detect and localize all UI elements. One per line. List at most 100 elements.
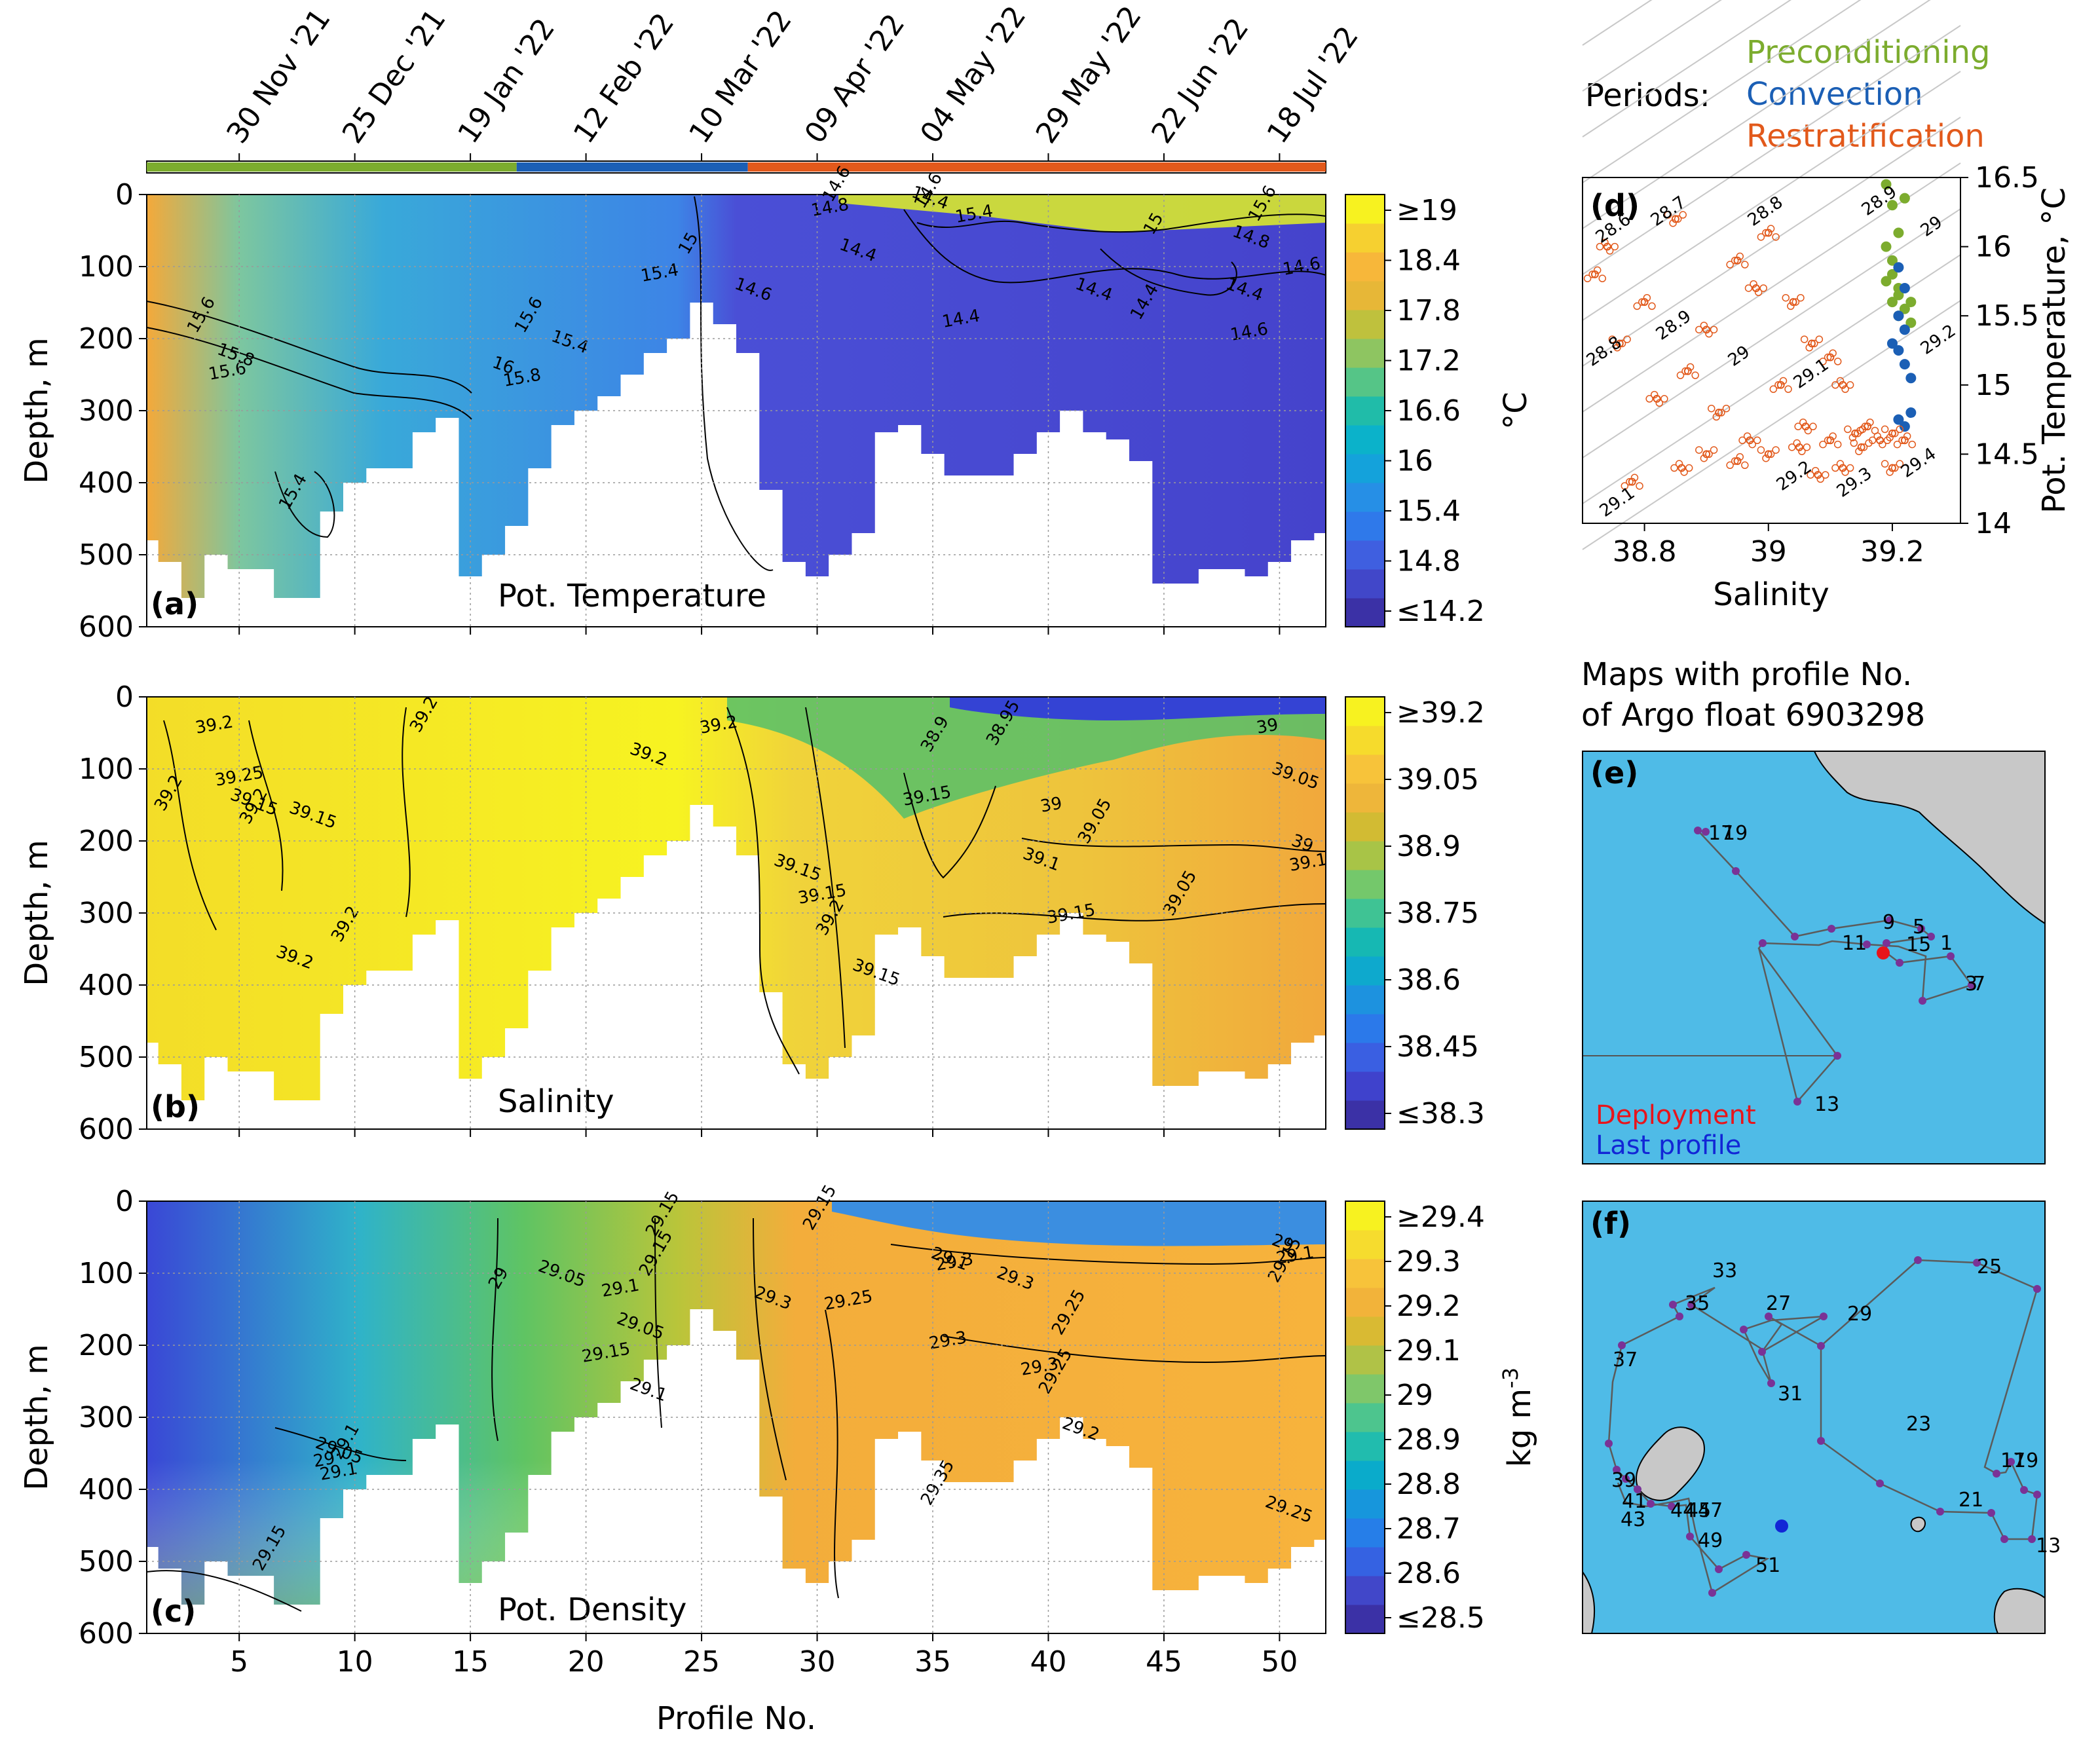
ts-point-restratification — [1807, 339, 1816, 348]
profile-label: 19 — [2014, 1449, 2038, 1472]
ts-point-restratification — [1757, 446, 1765, 454]
ts-point-restratification — [1670, 464, 1678, 472]
colorbar-segment — [1345, 339, 1385, 368]
ts-point-restratification — [1836, 460, 1845, 468]
ts-point-restratification — [1681, 367, 1689, 375]
colorbar-tick-label: ≥39.2 — [1397, 696, 1485, 730]
ts-point-restratification — [1712, 413, 1721, 421]
y-tick-label: 300 — [79, 897, 134, 930]
ts-point-restratification — [1824, 436, 1832, 445]
ts-point-restratification — [1769, 385, 1778, 393]
isopycnal-line — [1582, 0, 1862, 183]
isopycnal-line — [1582, 0, 1653, 46]
ts-point-convection — [1893, 345, 1904, 356]
panel-c-title: Pot. Density — [498, 1592, 686, 1628]
panel-c-letter: (c) — [151, 1593, 196, 1629]
ts-point-restratification — [1621, 482, 1629, 490]
period-segment — [516, 162, 748, 172]
y-tick-label: 14 — [1975, 507, 2012, 540]
colorbar-tick-label: ≤28.5 — [1397, 1601, 1485, 1635]
profile-label: 13 — [1814, 1093, 1839, 1116]
panel-a-field: 15.615.815.615.41615.815.615.415.41514.6… — [146, 162, 1326, 627]
profile-label: 9 — [1883, 911, 1895, 934]
isopycnal-line — [1582, 117, 1961, 367]
ts-point-convection — [1893, 414, 1904, 425]
profile-label: 49 — [1698, 1529, 1723, 1552]
colorbar-segment — [1345, 569, 1385, 599]
ts-point-restratification — [1888, 464, 1896, 472]
y-tick-label: 200 — [79, 1329, 134, 1362]
ts-point-restratification — [1664, 211, 1672, 219]
colorbar-frame — [1345, 1201, 1385, 1634]
x-tick-label: 5 — [230, 1645, 248, 1679]
ts-point-preconditioning — [1905, 317, 1917, 328]
profile-dot — [1833, 1052, 1841, 1060]
ts-point-restratification — [1807, 471, 1814, 479]
x-tick-label: 20 — [568, 1645, 605, 1679]
ts-point-restratification — [1671, 215, 1679, 223]
ts-point-restratification — [1743, 432, 1752, 440]
ts-point-restratification — [1772, 233, 1780, 241]
ts-point-restratification — [1618, 339, 1626, 348]
y-tick-label: 15 — [1975, 369, 2012, 402]
profile-dot — [1767, 1379, 1775, 1387]
colorbar-segment — [1345, 754, 1385, 784]
contour-line — [1100, 248, 1237, 296]
ts-point-restratification — [1839, 464, 1847, 472]
contour-line — [146, 1570, 302, 1612]
profile-label: 45 — [1686, 1499, 1711, 1522]
ts-point-restratification — [1628, 477, 1636, 486]
panel-c-ylabel: Depth, m — [18, 1344, 55, 1490]
y-tick-label: 200 — [79, 825, 134, 858]
colorbar-segment — [1345, 1489, 1385, 1519]
profile-label: 3 — [1965, 973, 1978, 996]
ts-point-convection — [1899, 421, 1910, 432]
panel-b-ylabel: Depth, m — [18, 840, 55, 986]
x-tick-label: 15 — [452, 1645, 489, 1679]
maps-title-line1: Maps with profile No. — [1581, 656, 1912, 693]
ts-point-restratification — [1797, 293, 1805, 302]
profile-dot — [2020, 1486, 2028, 1494]
isopycnal-line — [1582, 0, 1792, 138]
ts-point-restratification — [1890, 464, 1899, 472]
profile-dot — [1987, 1509, 1995, 1517]
ts-point-restratification — [1757, 233, 1765, 241]
ts-point-restratification — [1626, 477, 1634, 486]
x-tick-label: 38.8 — [1613, 535, 1677, 568]
legend-preconditioning: Preconditioning — [1746, 34, 1990, 71]
x-tick-label: 39 — [1750, 535, 1787, 568]
profile-dot — [1896, 959, 1903, 967]
ts-point-restratification — [1819, 440, 1827, 449]
ts-point-restratification — [1857, 443, 1866, 451]
profile-dot — [1742, 1551, 1750, 1559]
colorbar-tick-label: 17.2 — [1397, 344, 1461, 378]
ts-point-convection — [1886, 338, 1898, 349]
x-tick-label: 50 — [1261, 1645, 1298, 1679]
colorbar-tick-label: 28.9 — [1397, 1423, 1461, 1457]
colorbar-tick-label: 29 — [1397, 1379, 1433, 1412]
profile-dot — [1947, 952, 1955, 960]
ts-point-restratification — [1833, 358, 1842, 365]
y-tick-label: 0 — [115, 680, 134, 714]
colorbar-segment — [1345, 367, 1385, 397]
ts-point-restratification — [1856, 426, 1864, 435]
profile-label: 35 — [1685, 1292, 1710, 1315]
ts-point-restratification — [1636, 482, 1643, 490]
y-tick-label: 400 — [79, 466, 134, 500]
ts-point-restratification — [1764, 229, 1772, 237]
ts-point-restratification — [1733, 456, 1742, 465]
ts-point-preconditioning — [1886, 297, 1898, 308]
isopycnal-line — [1582, 0, 1931, 229]
contour-line — [274, 1427, 407, 1461]
contour-line — [274, 471, 335, 538]
contour-line — [805, 707, 846, 1049]
deployment-marker — [1877, 946, 1890, 959]
colorbar-segment — [1345, 483, 1385, 512]
ts-point-convection — [1899, 282, 1910, 293]
isopycnal-lines — [1582, 0, 1961, 550]
ts-point-restratification — [1645, 395, 1653, 403]
profile-label: 21 — [1959, 1489, 1983, 1512]
ts-point-restratification — [1779, 377, 1788, 385]
